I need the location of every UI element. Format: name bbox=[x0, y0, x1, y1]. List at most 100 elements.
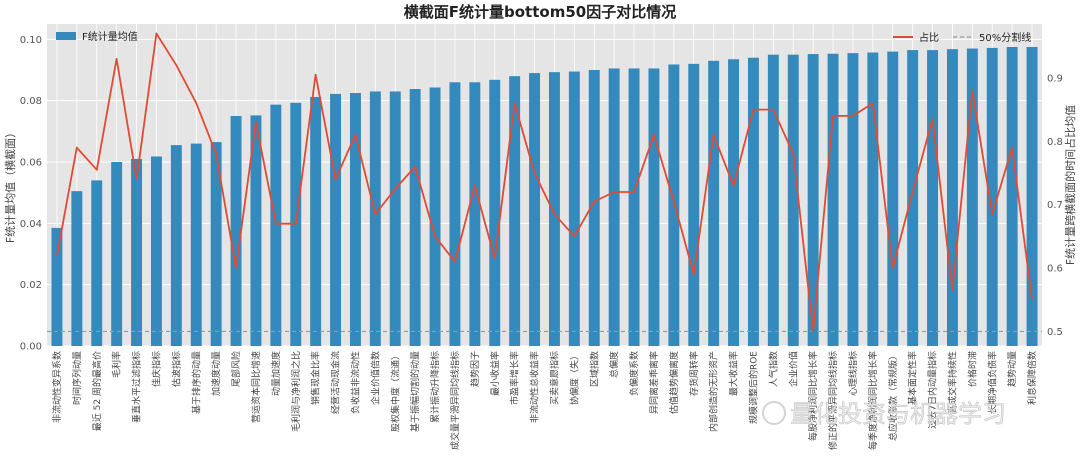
line-point-19 bbox=[434, 235, 436, 238]
x-tick-label-44: 过去7日内动量指标 bbox=[927, 351, 939, 429]
line-point-31 bbox=[673, 200, 675, 203]
bar-41 bbox=[867, 52, 879, 347]
line-point-15 bbox=[354, 134, 357, 136]
line-point-47 bbox=[991, 213, 994, 215]
line-point-0 bbox=[56, 254, 58, 257]
bar-0 bbox=[51, 227, 63, 346]
bar-17 bbox=[389, 91, 401, 346]
x-tick-label-34: 最大收益率 bbox=[728, 351, 740, 396]
x-tick-label-42: 总应收账款（常规版） bbox=[887, 351, 899, 441]
watermark: 量化投资与机器学习 bbox=[762, 400, 1006, 428]
line-point-30 bbox=[653, 134, 655, 136]
bar-19 bbox=[429, 87, 441, 346]
y2-tick-label-3: 0.8 bbox=[1047, 137, 1063, 148]
x-tick-label-14: 经营活动现金流 bbox=[330, 351, 342, 414]
line-point-8 bbox=[215, 153, 217, 155]
x-tick-label-28: 总偏度 bbox=[608, 351, 620, 378]
line-point-25 bbox=[553, 213, 556, 215]
x-tick-label-33: 内部创造的无形资产 bbox=[708, 351, 720, 432]
x-tick-label-39: 修正的平滑异同均线指标 bbox=[827, 351, 839, 450]
x-tick-label-47: 长期净值负债率 bbox=[986, 351, 998, 414]
bar-24 bbox=[529, 73, 541, 347]
bar-47 bbox=[986, 47, 998, 347]
bar-8 bbox=[210, 142, 222, 346]
bar-43 bbox=[907, 50, 919, 347]
line-point-16 bbox=[374, 213, 377, 215]
bar-37 bbox=[787, 54, 799, 347]
x-tick-label-24: 非流动性总收益率 bbox=[529, 351, 541, 423]
x-tick-label-25: 买卖意愿指标 bbox=[548, 351, 560, 405]
bar-28 bbox=[608, 68, 620, 346]
line-point-48 bbox=[1011, 146, 1013, 149]
bar-49 bbox=[1026, 47, 1038, 346]
bar-6 bbox=[170, 145, 182, 346]
bar-1 bbox=[71, 191, 83, 346]
x-tick-label-13: 销售现金比率 bbox=[310, 351, 322, 405]
legend-right: 占比 50%分割线 bbox=[893, 31, 1031, 44]
line-point-37 bbox=[792, 153, 795, 155]
line-point-4 bbox=[135, 178, 138, 181]
bar-22 bbox=[489, 79, 501, 347]
bar-39 bbox=[827, 53, 839, 346]
x-tick-label-27: 区域指数 bbox=[588, 351, 600, 387]
x-tick-label-8: 加速度动量 bbox=[210, 351, 222, 396]
line-point-6 bbox=[175, 64, 178, 67]
line-point-7 bbox=[195, 102, 198, 105]
right-axis-ticks: 0.5 0.6 0.7 0.8 0.9 bbox=[1047, 73, 1063, 338]
bar-20 bbox=[449, 82, 461, 347]
bar-series bbox=[51, 47, 1038, 347]
line-point-26 bbox=[573, 235, 576, 238]
x-tick-label-40: 心理线指标 bbox=[847, 351, 859, 396]
watermark-text: 量化投资与机器学习 bbox=[790, 400, 1006, 428]
line-point-42 bbox=[891, 267, 894, 269]
line-point-2 bbox=[95, 168, 98, 171]
line-point-20 bbox=[454, 260, 456, 263]
x-tick-label-35: 规模调整后的ROE bbox=[747, 351, 759, 424]
bar-25 bbox=[548, 72, 560, 346]
y-tick-label-3: 0.06 bbox=[20, 158, 42, 169]
line-point-12 bbox=[294, 222, 297, 225]
line-point-9 bbox=[235, 267, 237, 269]
bar-2 bbox=[91, 180, 103, 346]
x-tick-label-36: 人气指数 bbox=[767, 351, 779, 387]
bar-7 bbox=[190, 143, 202, 346]
y-tick-label-1: 0.02 bbox=[20, 280, 42, 291]
line-point-45 bbox=[951, 289, 954, 292]
x-tick-label-29: 负偏度系数 bbox=[628, 351, 640, 396]
chart-title: 横截面F统计量bottom50因子对比情况 bbox=[404, 3, 676, 21]
y2-axis-label: F统计量跨横截面的时间占比均值 bbox=[1063, 105, 1077, 265]
line-point-5 bbox=[155, 32, 158, 35]
bar-45 bbox=[946, 49, 958, 346]
line-point-40 bbox=[852, 115, 854, 117]
x-tick-label-4: 垂直水平过滤指标 bbox=[131, 351, 143, 423]
line-point-24 bbox=[533, 172, 536, 174]
line-point-34 bbox=[732, 184, 735, 187]
x-tick-label-46: 价格时滞 bbox=[966, 351, 978, 387]
line-path bbox=[56, 32, 1033, 333]
x-tick-label-19: 累计振动升降指标 bbox=[429, 351, 441, 423]
x-tick-label-48: 趋势动量 bbox=[1006, 351, 1018, 387]
x-tick-label-26: 协偏度（失） bbox=[568, 351, 580, 405]
line-point-27 bbox=[593, 200, 596, 203]
x-tick-label-5: 佳庆指标 bbox=[150, 351, 162, 387]
x-tick-label-11: 动量加速度 bbox=[270, 351, 282, 396]
line-point-21 bbox=[474, 184, 476, 187]
bar-5 bbox=[150, 156, 162, 346]
bar-33 bbox=[708, 60, 720, 347]
y2-tick-label-2: 0.7 bbox=[1047, 200, 1063, 211]
line-point-43 bbox=[911, 191, 914, 193]
line-point-29 bbox=[633, 191, 635, 193]
line-point-13 bbox=[314, 73, 317, 76]
bar-4 bbox=[131, 158, 143, 346]
bar-44 bbox=[927, 50, 939, 347]
x-tick-label-31: 估值趋势偏离度 bbox=[668, 351, 680, 414]
bar-38 bbox=[807, 54, 819, 346]
x-tick-label-18: 基于振幅切割的动量 bbox=[409, 351, 421, 432]
line-point-36 bbox=[772, 108, 775, 111]
line-point-46 bbox=[971, 89, 974, 92]
line-point-18 bbox=[414, 165, 416, 168]
x-tick-label-45: 高成交率持续性 bbox=[946, 351, 958, 414]
x-axis-ticks: 非流动性变异系数 时间序列动量 最近 52 周的最高价 毛利率 垂直水平过滤指标 佳庆指标… bbox=[51, 351, 1038, 450]
x-tick-label-49: 利息保障倍数 bbox=[1026, 351, 1038, 405]
